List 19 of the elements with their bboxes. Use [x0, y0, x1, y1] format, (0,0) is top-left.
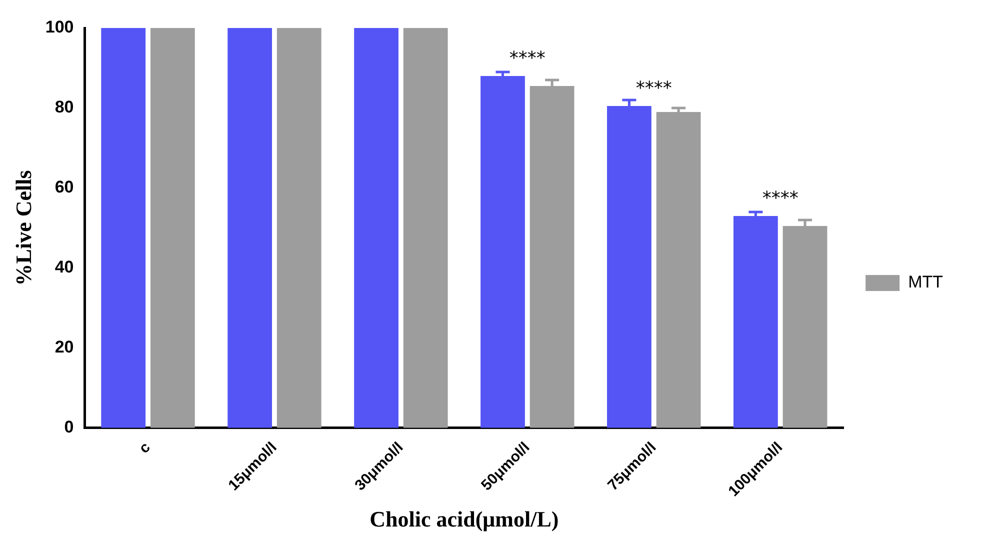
- annotation: ****: [762, 188, 798, 209]
- annotation: ****: [509, 48, 546, 69]
- y-tick-label: 20: [54, 338, 74, 357]
- y-tick-label: 0: [64, 418, 74, 437]
- bar: [228, 28, 272, 428]
- y-tick-label: 40: [54, 258, 74, 277]
- x-tick-label: c: [136, 439, 154, 457]
- annotation: ****: [636, 78, 672, 99]
- bar: [276, 28, 322, 428]
- y-tick-label: 60: [54, 178, 74, 197]
- y-axis-title: %Live Cells: [10, 170, 36, 286]
- legend-label: MTT: [908, 272, 944, 292]
- x-axis-title: Cholic acid(μmol/L): [370, 506, 559, 532]
- bar: [403, 28, 448, 428]
- bar: [354, 28, 398, 428]
- bar: [150, 28, 195, 428]
- bar: [101, 28, 146, 428]
- y-tick-label: 100: [45, 18, 74, 37]
- y-tick-label: 80: [54, 98, 74, 117]
